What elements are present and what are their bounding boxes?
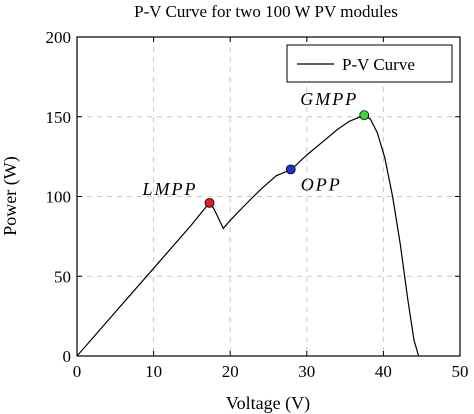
y-tick-label: 200 — [46, 28, 72, 47]
plot-frame — [76, 36, 461, 357]
y-tick-label: 100 — [46, 188, 72, 207]
y-tick-label: 50 — [54, 267, 71, 286]
point-marker-opp — [285, 164, 296, 175]
legend-label: P-V Curve — [342, 55, 415, 74]
point-marker-gmpp — [359, 110, 370, 121]
x-tick-label: 10 — [145, 362, 162, 381]
y-tick-label: 0 — [63, 347, 72, 366]
tick-labels: 0 10 20 30 40 50 0 50 100 150 200 — [46, 28, 469, 381]
y-tick-label: 150 — [46, 108, 72, 127]
point-label-opp: OPP — [301, 174, 342, 194]
legend: P-V Curve — [286, 44, 453, 83]
grid — [77, 37, 460, 356]
marker-points: LMPP OPP GMPP — [142, 89, 370, 208]
x-tick-label: 30 — [298, 362, 315, 381]
x-tick-label: 50 — [452, 362, 469, 381]
x-tick-label: 20 — [222, 362, 239, 381]
y-axis-label: Power (W) — [0, 156, 21, 235]
point-label-lmpp: LMPP — [142, 179, 198, 199]
x-tick-label: 40 — [375, 362, 392, 381]
point-label-gmpp: GMPP — [300, 89, 358, 109]
chart-title: P-V Curve for two 100 W PV modules — [134, 2, 398, 21]
x-axis-label: Voltage (V) — [226, 393, 310, 414]
pv-curve-line — [76, 114, 420, 357]
x-tick-label: 0 — [73, 362, 82, 381]
point-marker-lmpp — [204, 197, 215, 208]
series-layer — [76, 114, 420, 357]
